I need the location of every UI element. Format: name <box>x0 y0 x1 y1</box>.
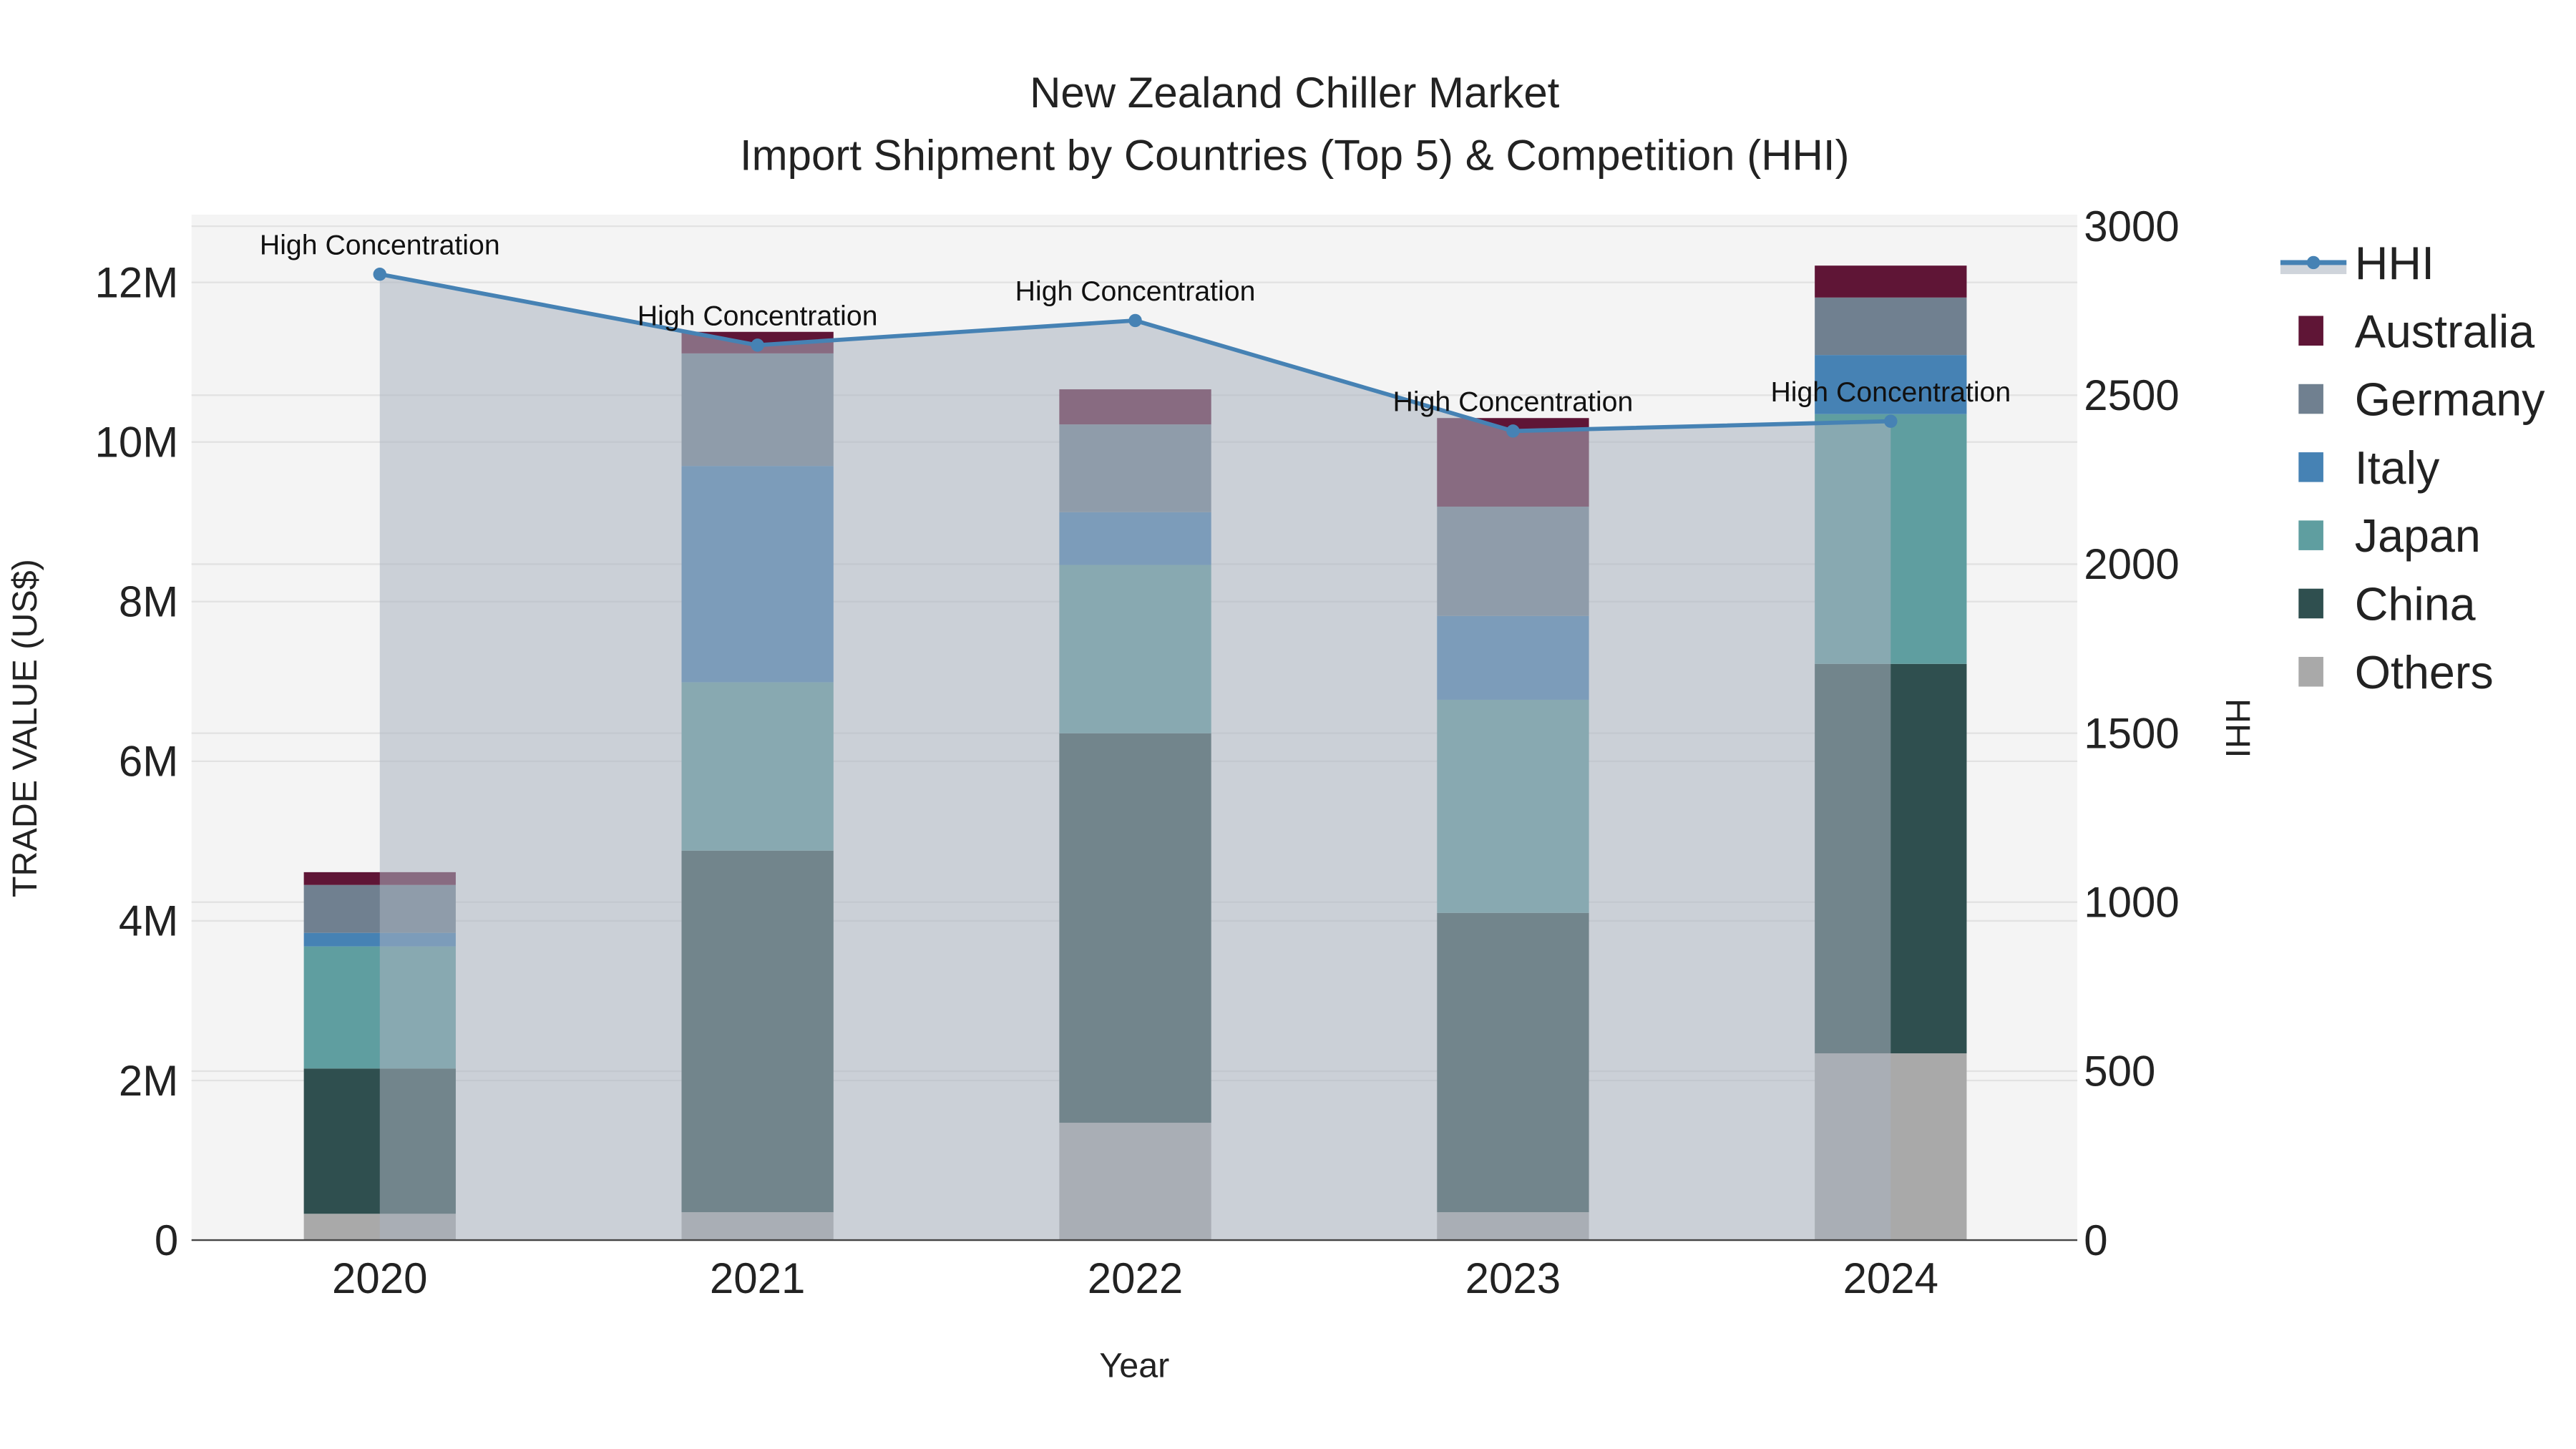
y-tick-label: 4M <box>119 897 178 945</box>
y2-tick-label: 500 <box>2084 1048 2155 1096</box>
legend-label: Others <box>2355 647 2494 698</box>
y-axis-label: TRADE VALUE (US$) <box>6 559 44 897</box>
y2-tick-label: 3000 <box>2084 203 2179 250</box>
annotations: High Concentration High Concentration High… <box>260 230 2011 418</box>
y-tick-label: 6M <box>119 738 178 786</box>
y2-tick-label: 1000 <box>2084 879 2179 927</box>
legend-swatch-japan <box>2298 520 2323 550</box>
annotation-label: High Concentration <box>638 301 878 332</box>
x-tick-label: 2023 <box>1465 1254 1561 1302</box>
y-tick-label: 2M <box>119 1057 178 1105</box>
y-axis-ticks: 0 2M 4M 6M 8M 10M 12M <box>95 258 179 1264</box>
hhi-point <box>1884 414 1898 428</box>
legend-label: Australia <box>2355 306 2534 357</box>
hhi-point <box>1128 313 1142 328</box>
chart-title: New Zealand Chiller Market <box>1030 69 1560 117</box>
y-tick-label: 8M <box>119 578 178 626</box>
bar-italy <box>1815 355 1967 414</box>
hhi-point <box>1506 424 1520 438</box>
legend-label: China <box>2355 579 2476 630</box>
legend-swatch-australia <box>2298 316 2323 346</box>
annotation-label: High Concentration <box>1770 376 2011 408</box>
x-axis-ticks: 2020 2021 2022 2023 2024 <box>332 1254 1938 1302</box>
y2-axis-ticks: 0 500 1000 1500 2000 2500 3000 <box>2084 203 2179 1264</box>
bar-australia <box>1815 265 1967 298</box>
annotation-label: High Concentration <box>1393 386 1634 418</box>
hhi-area <box>379 274 1891 1241</box>
hhi-point <box>373 267 386 281</box>
chart-subtitle: Import Shipment by Countries (Top 5) & C… <box>740 132 1850 180</box>
y-tick-label: 10M <box>95 418 179 466</box>
y-tick-label: 12M <box>95 258 179 306</box>
legend-swatch-italy <box>2298 452 2323 482</box>
annotation-label: High Concentration <box>260 230 500 261</box>
annotation-label: High Concentration <box>1015 275 1256 307</box>
x-tick-label: 2022 <box>1088 1254 1183 1302</box>
legend-swatch-others <box>2298 657 2323 687</box>
x-tick-label: 2024 <box>1843 1254 1938 1302</box>
x-tick-label: 2020 <box>332 1254 427 1302</box>
y2-tick-label: 2000 <box>2084 540 2179 588</box>
bar-germany <box>1815 297 1967 356</box>
legend-label: Japan <box>2355 510 2481 562</box>
y2-tick-label: 0 <box>2084 1216 2107 1264</box>
y2-tick-label: 1500 <box>2084 709 2179 757</box>
hhi-area-fill <box>379 274 1891 1241</box>
legend-label: HHI <box>2355 238 2434 289</box>
hhi-line <box>373 267 1898 438</box>
legend-swatch-germany <box>2298 384 2323 414</box>
x-axis-label: Year <box>1099 1347 1169 1385</box>
legend-swatch-china <box>2298 588 2323 619</box>
legend-marker-hhi <box>2306 255 2321 270</box>
x-tick-label: 2021 <box>710 1254 805 1302</box>
legend: HHI Australia Germany Italy Japan China Others <box>2280 238 2545 698</box>
y2-axis-label: HHI <box>2218 698 2257 758</box>
legend-label: Germany <box>2355 374 2545 426</box>
hhi-point <box>751 338 764 352</box>
legend-label: Italy <box>2355 442 2440 494</box>
y-tick-label: 0 <box>155 1216 178 1264</box>
y2-tick-label: 2500 <box>2084 371 2179 419</box>
